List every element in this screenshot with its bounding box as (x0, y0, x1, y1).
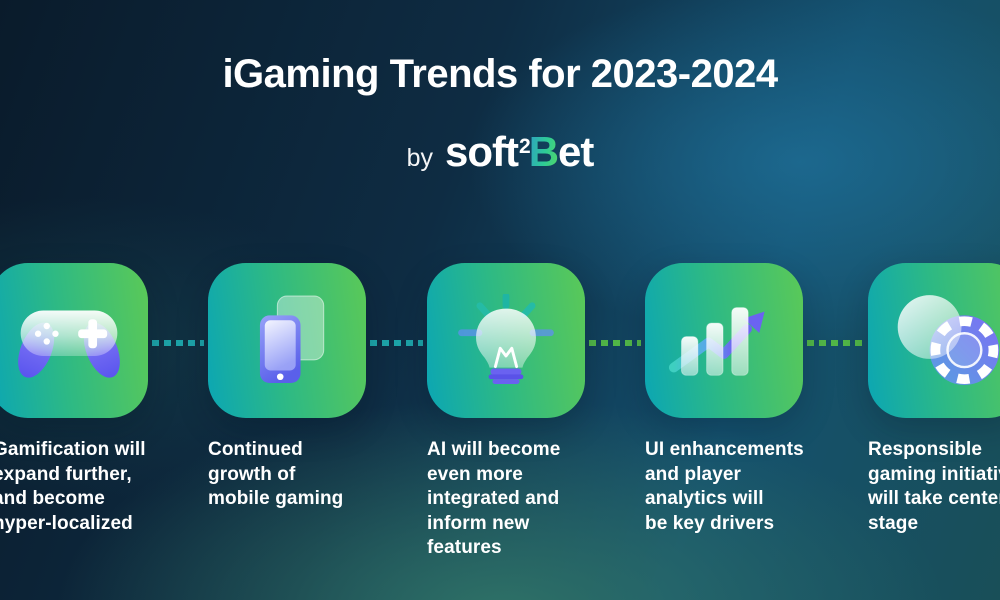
bar-chart-arrow-icon (668, 307, 765, 376)
dashed-connector (370, 340, 423, 346)
byline: by soft2Bet (0, 128, 1000, 184)
card-responsible-gaming (868, 263, 1000, 418)
card-caption-ai: AI will become even more integrated and … (427, 439, 561, 558)
dashed-connector (807, 340, 864, 346)
card-caption-ui-analytics: UI enhancements and player analytics wil… (645, 439, 804, 534)
logo-2: 2 (519, 134, 531, 158)
gamepad-icon (18, 310, 120, 378)
logo-b: B (528, 128, 559, 175)
casino-chip-icon (897, 295, 1000, 385)
card-ui-analytics (645, 263, 803, 418)
card-caption-responsible-gaming: Responsible gaming initiatives will take… (868, 439, 1000, 534)
card-caption-mobile-gaming: Continued growth of mobile gaming (208, 439, 344, 509)
soft2bet-logo: soft2Bet (445, 128, 594, 176)
card-mobile-gaming (208, 263, 366, 418)
dashed-connector (152, 340, 204, 346)
card-ai (427, 263, 585, 418)
smartphones-icon (259, 295, 325, 384)
byline-prefix: by (406, 144, 433, 172)
logo-et: et (558, 128, 594, 175)
card-caption-gamification: Gamification will expand further, and be… (0, 439, 146, 534)
page-title: iGaming Trends for 2023-2024 (222, 52, 778, 96)
lightbulb-icon (458, 294, 554, 384)
logo-soft: soft (445, 128, 519, 175)
dashed-connector (589, 340, 641, 346)
card-gamification (0, 263, 148, 418)
